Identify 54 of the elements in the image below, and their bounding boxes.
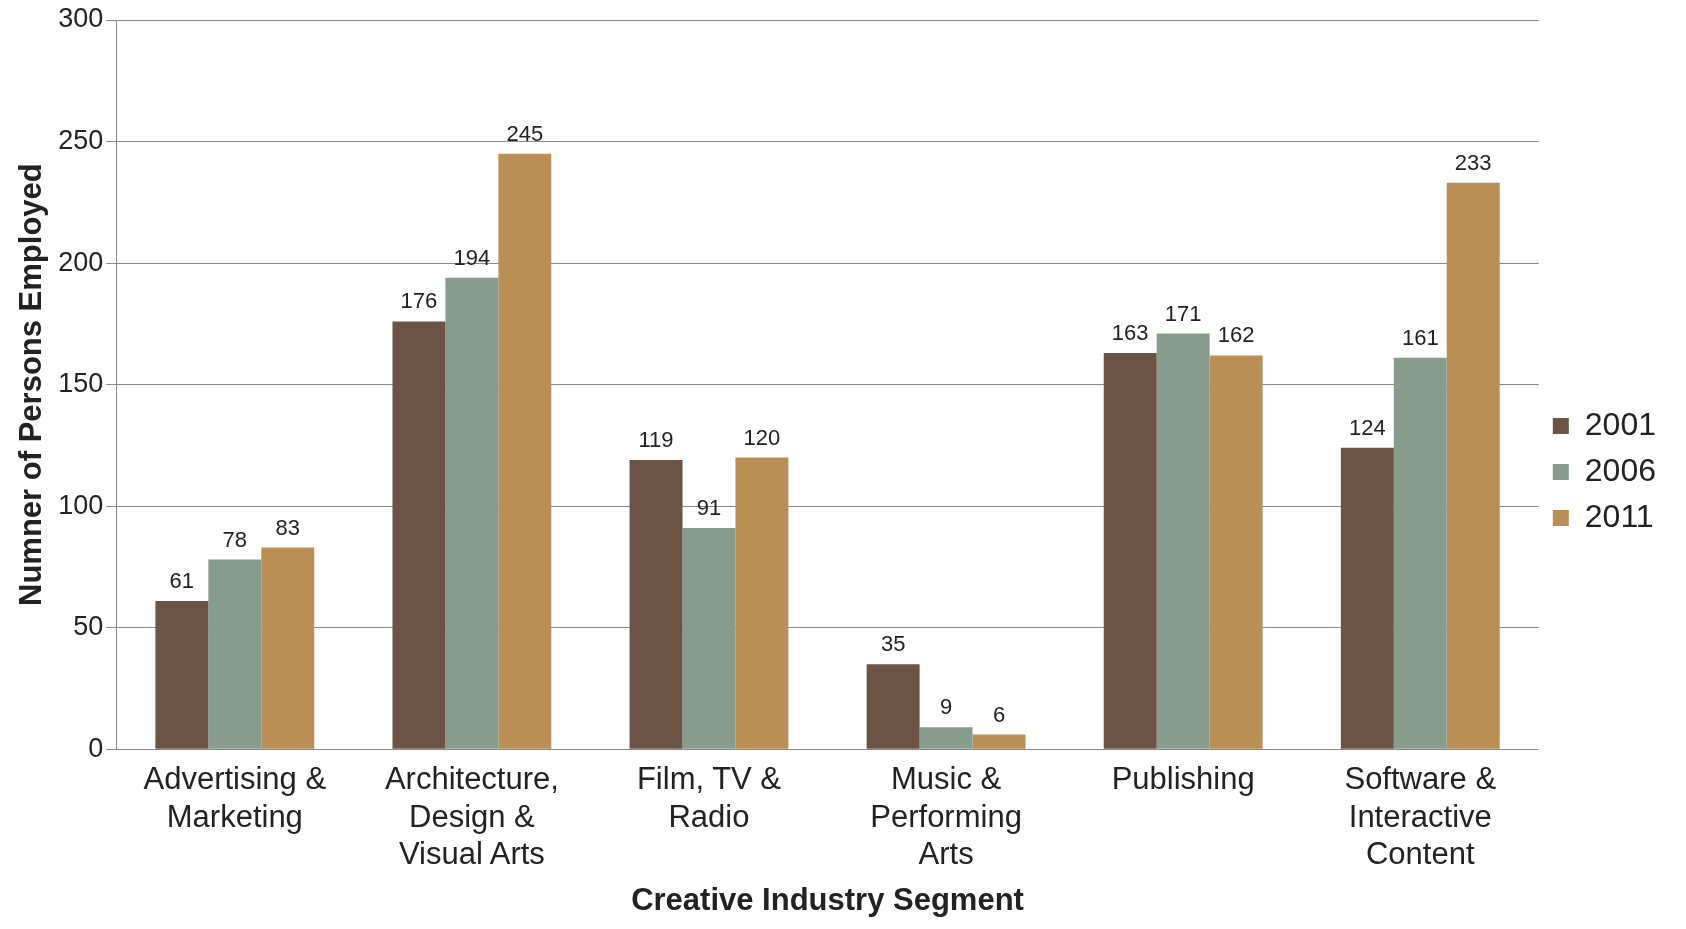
data-label: 161 [1401,324,1439,350]
bar [682,528,736,749]
bar [1103,353,1157,749]
bar [1393,357,1447,749]
data-label: 119 [638,427,674,453]
data-label: 78 [222,526,248,552]
data-label: 124 [1348,414,1386,440]
x-tick-label: Music & Performing Arts [870,761,1022,871]
data-label: 35 [880,631,906,657]
bar [735,457,789,749]
bar [498,153,552,749]
bar [208,559,262,749]
bar [866,664,920,749]
x-tick-label: Software & Interactive Content [1344,761,1497,871]
data-label: 245 [506,120,544,146]
y-tick-label: 200 [58,246,104,277]
bar [155,600,209,749]
y-tick-label: 150 [58,368,104,399]
x-tick-label: Advertising & Marketing [143,761,327,834]
legend-label: 2006 [1584,451,1656,488]
y-tick-label: 300 [58,3,104,34]
bar [1340,447,1394,749]
x-axis-title: Creative Industry Segment [631,881,1024,917]
data-label: 91 [696,495,722,521]
y-tick-label: 250 [58,124,104,155]
bar [1209,355,1263,749]
bar [972,734,1026,749]
bar [629,459,683,749]
bar [1446,182,1500,749]
y-tick-label: 100 [58,489,104,520]
data-label: 162 [1217,322,1255,348]
bar [919,727,973,749]
y-tick-label: 50 [73,611,104,642]
bar [392,321,446,749]
data-label: 163 [1111,320,1149,346]
legend-label: 2011 [1584,497,1654,534]
bar [261,547,315,749]
bar [445,277,499,749]
data-label: 9 [939,694,953,720]
x-tick-label: Publishing [1111,761,1255,797]
data-label: 233 [1454,149,1492,175]
data-label: 6 [992,701,1006,727]
y-axis-title: Numner of Persons Employed [13,163,49,606]
x-tick-label: Film, TV & Radio [636,761,782,834]
bar [1156,333,1210,749]
y-tick-label: 0 [88,732,104,763]
x-tick-label: Architecture, Design & Visual Arts [384,761,559,871]
data-label: 61 [169,567,195,593]
data-label: 176 [400,288,438,314]
data-label: 120 [743,424,781,450]
legend-label: 2001 [1584,405,1656,442]
data-label: 171 [1164,300,1202,326]
data-label: 83 [275,514,300,540]
data-label: 194 [453,244,491,270]
